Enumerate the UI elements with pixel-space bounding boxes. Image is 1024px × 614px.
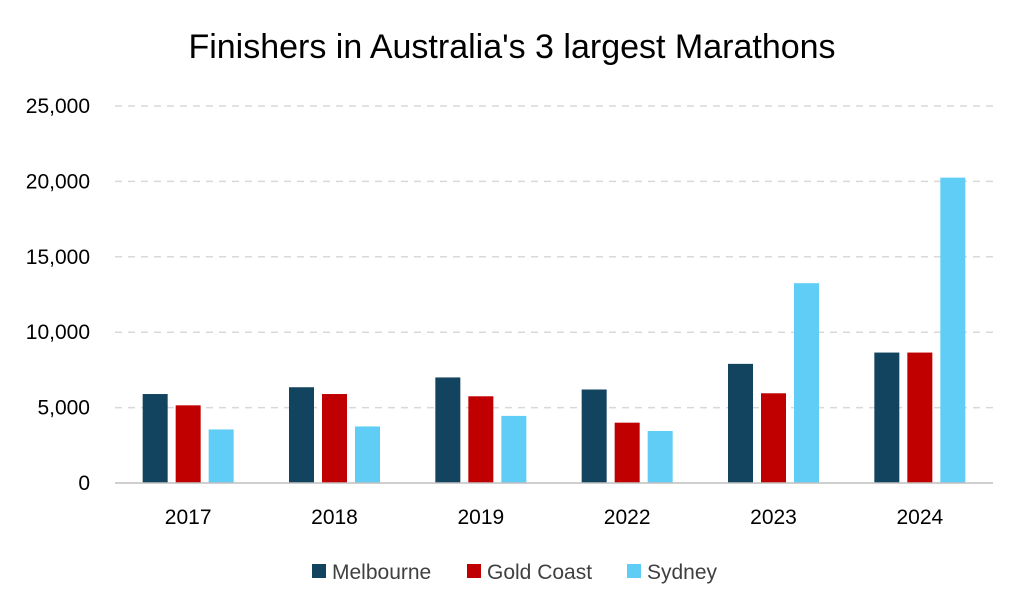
legend-label-melbourne: Melbourne xyxy=(332,561,431,584)
legend-label-sydney: Sydney xyxy=(647,561,718,584)
x-tick-label: 2017 xyxy=(165,506,212,529)
bar-melbourne-2022 xyxy=(581,389,607,483)
bar-melbourne-2024 xyxy=(874,352,900,483)
legend-label-gold-coast: Gold Coast xyxy=(487,561,592,584)
bar-gold-coast-2018 xyxy=(322,394,347,483)
legend-swatch-melbourne xyxy=(312,564,326,578)
x-tick-label: 2019 xyxy=(457,506,504,529)
bar-gold-coast-2023 xyxy=(761,393,786,483)
legend-swatch-gold-coast xyxy=(467,564,481,578)
bar-gold-coast-2017 xyxy=(175,405,201,483)
bars xyxy=(142,177,966,483)
chart-title: Finishers in Australia's 3 largest Marat… xyxy=(188,28,835,66)
bar-sydney-2018 xyxy=(355,426,380,483)
bar-gold-coast-2024 xyxy=(907,352,933,483)
bar-sydney-2017 xyxy=(208,429,234,483)
legend: Melbourne Gold Coast Sydney xyxy=(312,561,718,584)
bar-sydney-2022 xyxy=(647,430,673,483)
legend-swatch-sydney xyxy=(627,564,641,578)
y-tick-label: 15,000 xyxy=(26,246,90,269)
x-tick-label: 2018 xyxy=(311,506,358,529)
y-tick-label: 0 xyxy=(78,472,90,495)
bar-sydney-2019 xyxy=(501,415,527,483)
y-tick-label: 25,000 xyxy=(26,95,90,118)
bar-melbourne-2019 xyxy=(435,377,461,483)
x-tick-label: 2024 xyxy=(896,506,943,529)
y-axis-ticks: 0 5,000 10,000 15,000 20,000 25,000 xyxy=(26,95,90,495)
x-tick-label: 2022 xyxy=(604,506,651,529)
bar-sydney-2023 xyxy=(794,283,819,483)
x-tick-label: 2023 xyxy=(750,506,797,529)
bar-gold-coast-2022 xyxy=(614,422,640,483)
x-axis-ticks: 2017 2018 2019 2022 2023 2024 xyxy=(165,506,944,529)
y-tick-label: 5,000 xyxy=(37,397,90,420)
y-tick-label: 20,000 xyxy=(26,170,90,193)
gridlines xyxy=(115,105,993,409)
bar-melbourne-2023 xyxy=(728,363,753,483)
bar-melbourne-2017 xyxy=(142,394,168,483)
y-tick-label: 10,000 xyxy=(26,321,90,344)
bar-sydney-2024 xyxy=(940,177,966,483)
bar-melbourne-2018 xyxy=(289,387,314,483)
bar-gold-coast-2019 xyxy=(468,396,494,483)
